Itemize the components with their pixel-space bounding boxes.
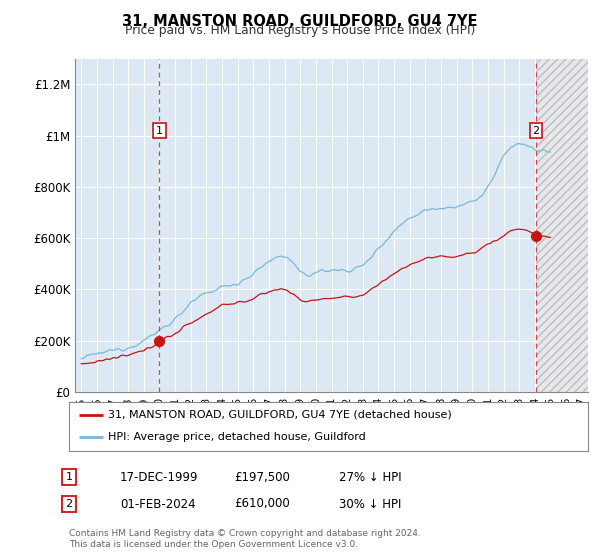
Text: 27% ↓ HPI: 27% ↓ HPI <box>339 470 401 484</box>
Polygon shape <box>536 59 588 392</box>
Text: 2: 2 <box>65 499 73 509</box>
Text: 1: 1 <box>65 472 73 482</box>
Text: Price paid vs. HM Land Registry's House Price Index (HPI): Price paid vs. HM Land Registry's House … <box>125 24 475 37</box>
Text: 31, MANSTON ROAD, GUILDFORD, GU4 7YE (detached house): 31, MANSTON ROAD, GUILDFORD, GU4 7YE (de… <box>108 410 452 420</box>
Text: 30% ↓ HPI: 30% ↓ HPI <box>339 497 401 511</box>
Text: 2: 2 <box>533 125 539 136</box>
Text: £197,500: £197,500 <box>234 470 290 484</box>
Text: £610,000: £610,000 <box>234 497 290 511</box>
Text: 31, MANSTON ROAD, GUILDFORD, GU4 7YE: 31, MANSTON ROAD, GUILDFORD, GU4 7YE <box>122 14 478 29</box>
Text: 1: 1 <box>156 125 163 136</box>
Text: HPI: Average price, detached house, Guildford: HPI: Average price, detached house, Guil… <box>108 432 365 442</box>
Text: 17-DEC-1999: 17-DEC-1999 <box>120 470 199 484</box>
Text: Contains HM Land Registry data © Crown copyright and database right 2024.
This d: Contains HM Land Registry data © Crown c… <box>69 529 421 549</box>
Text: 01-FEB-2024: 01-FEB-2024 <box>120 497 196 511</box>
